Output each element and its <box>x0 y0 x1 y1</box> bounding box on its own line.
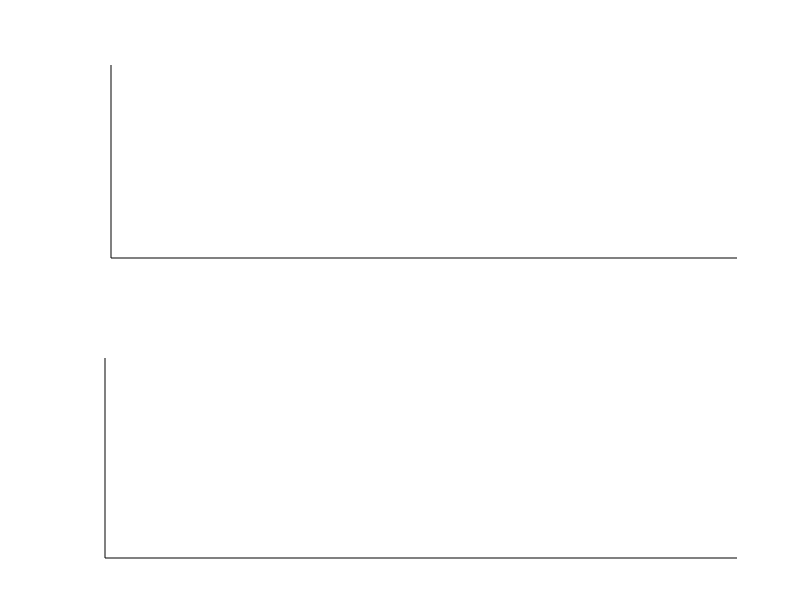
top-chart <box>110 65 737 259</box>
bottom-chart <box>104 358 737 559</box>
